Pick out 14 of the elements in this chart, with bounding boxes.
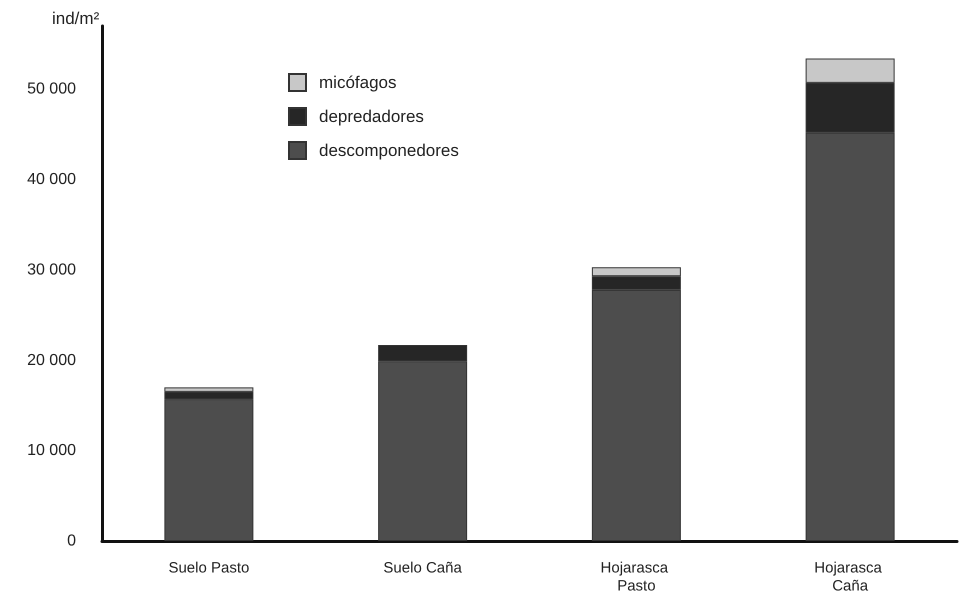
y-tick-label: 40 000: [27, 171, 76, 188]
x-tick-label: Suelo Caña: [383, 560, 462, 576]
x-tick-label: Suelo Pasto: [168, 560, 250, 576]
y-tick-label: 20 000: [27, 352, 76, 369]
y-tick-label: 0: [67, 532, 76, 550]
legend-label: descomponedores: [319, 141, 459, 160]
y-tick-label: 50 000: [27, 80, 76, 98]
y-tick-label: 30 000: [27, 261, 76, 278]
y-axis-title: ind/m²: [52, 9, 100, 28]
y-tick-label: 10 000: [27, 442, 76, 460]
x-tick-label: Hojarasca Caña: [814, 560, 886, 594]
x-tick-label: Hojarasca Pasto: [600, 560, 672, 594]
legend-label: depredadores: [319, 107, 424, 126]
legend-label: micófagos: [319, 73, 396, 92]
